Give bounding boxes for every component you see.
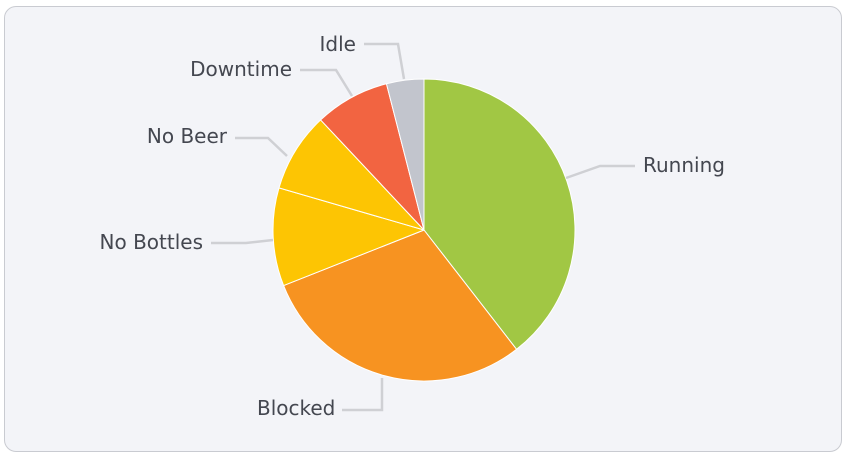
slice-label-downtime: Downtime — [190, 57, 292, 81]
slice-no-bottles[interactable] — [272, 187, 425, 287]
slice-blocked[interactable] — [283, 229, 518, 382]
slice-label-no-beer: No Beer — [147, 124, 228, 148]
leader-line-no-bottles — [211, 238, 274, 245]
leader-line-no-beer — [235, 136, 288, 157]
slice-label-idle: Idle — [320, 32, 356, 56]
leader-line-running — [565, 164, 635, 180]
leader-line-blocked — [342, 378, 384, 412]
slice-running[interactable] — [423, 78, 576, 350]
slice-label-no-bottles: No Bottles — [100, 230, 203, 254]
leader-line-downtime — [300, 68, 354, 97]
slice-idle[interactable] — [385, 78, 425, 231]
leader-line-idle — [364, 42, 406, 80]
slice-label-blocked: Blocked — [257, 396, 335, 420]
slice-label-running: Running — [643, 153, 725, 177]
